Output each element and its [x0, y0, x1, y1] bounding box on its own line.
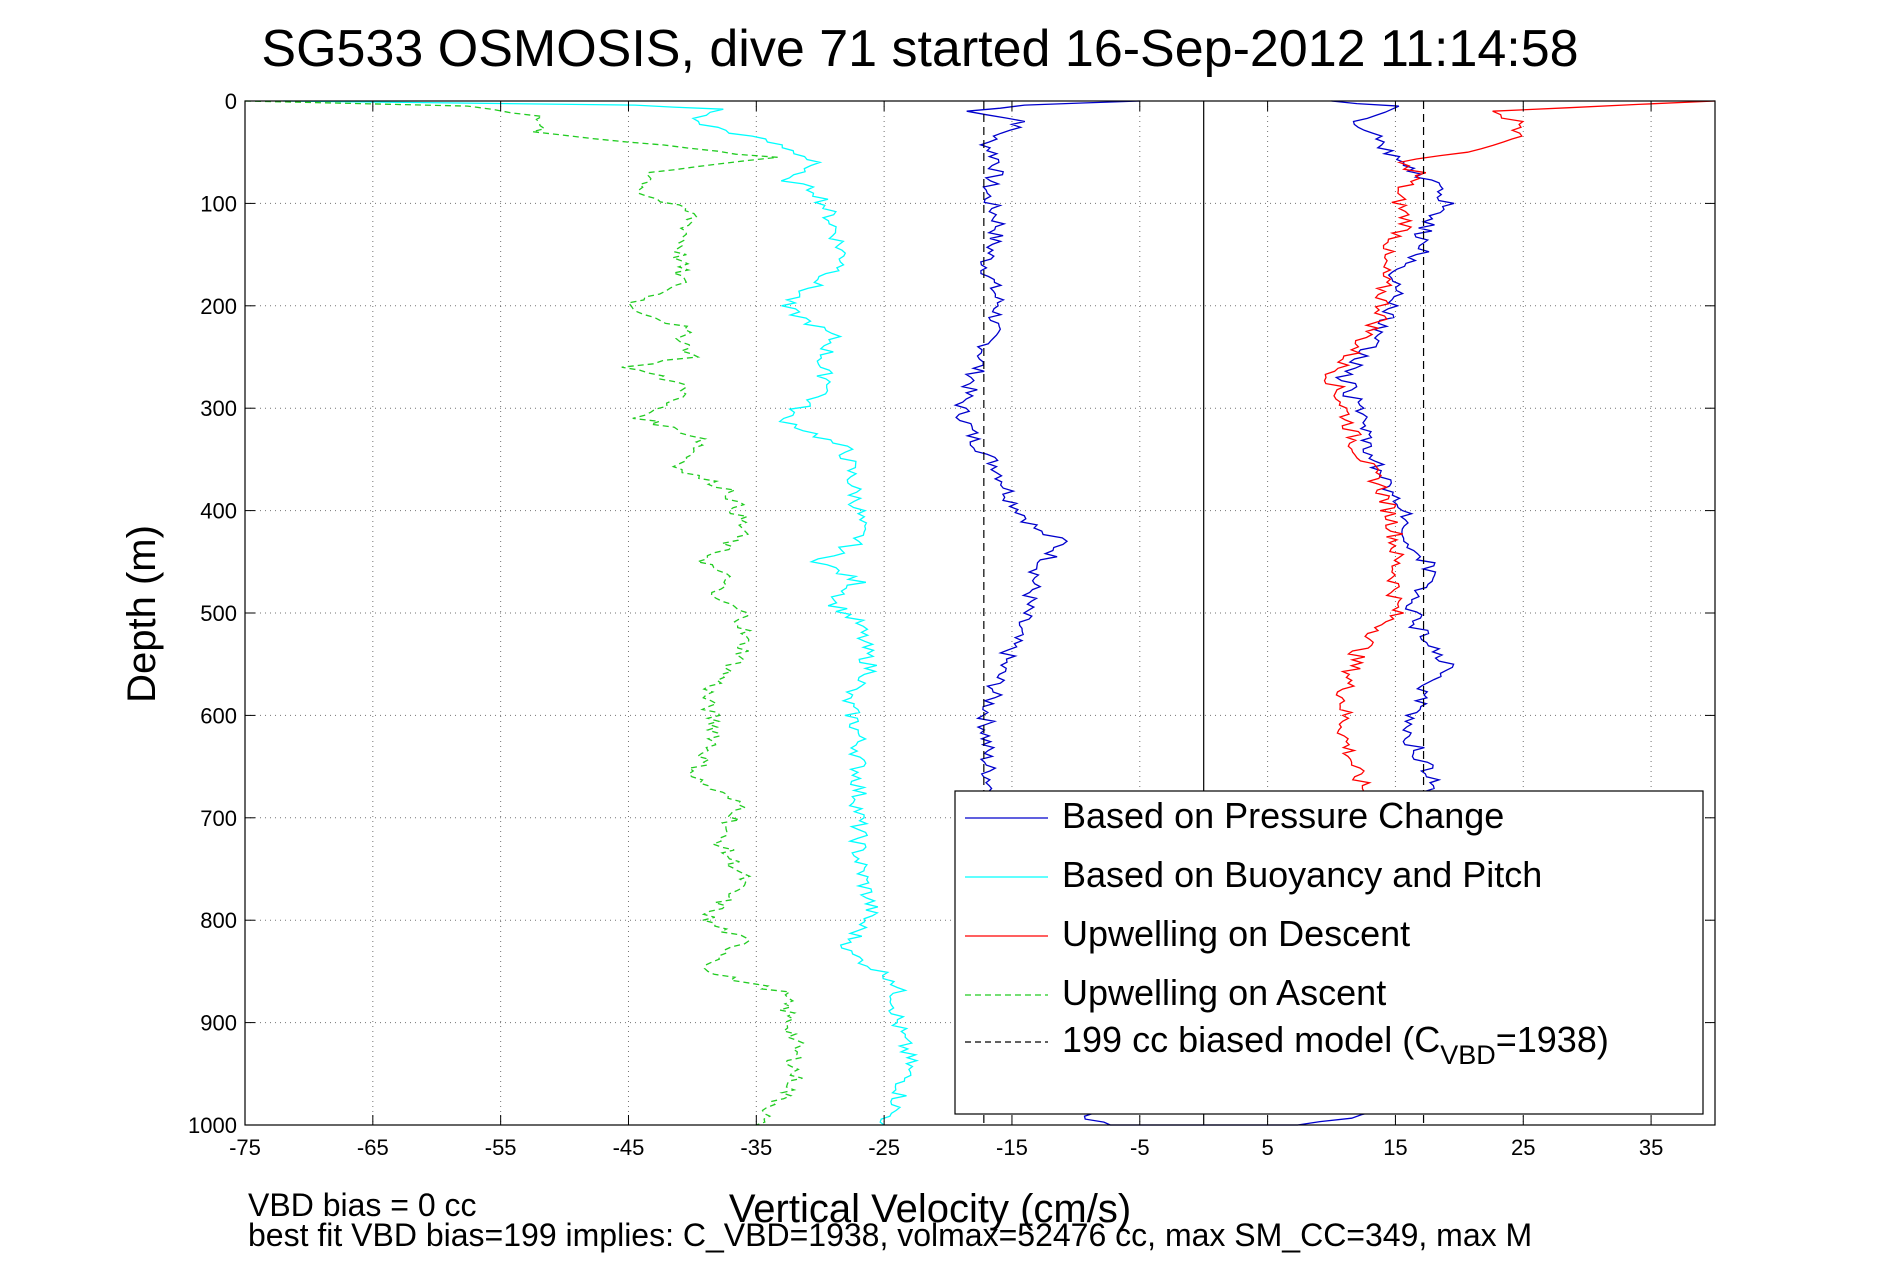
- y-axis-label: Depth (m): [120, 525, 164, 703]
- x-tick-label: 25: [1511, 1135, 1535, 1160]
- x-axis-label: Vertical Velocity (cm/s): [729, 1187, 1131, 1231]
- x-tick-label: 15: [1383, 1135, 1407, 1160]
- y-tick-label: 100: [200, 191, 237, 216]
- x-tick-label: 35: [1639, 1135, 1663, 1160]
- y-tick-label: 500: [200, 601, 237, 626]
- y-tick-label: 200: [200, 294, 237, 319]
- legend-label: Upwelling on Ascent: [1062, 972, 1386, 1013]
- chart-title: SG533 OSMOSIS, dive 71 started 16-Sep-20…: [261, 20, 1578, 78]
- legend: Based on Pressure Change Based on Buoyanc…: [954, 790, 1704, 1115]
- x-tick-label: -65: [357, 1135, 389, 1160]
- legend-label: 199 cc biased model (CVBD=1938): [1062, 1019, 1609, 1070]
- x-tick-label: -55: [485, 1135, 517, 1160]
- x-tick-label: -35: [740, 1135, 772, 1160]
- y-tick-label: 400: [200, 499, 237, 524]
- legend-label: Based on Buoyancy and Pitch: [1062, 854, 1542, 895]
- bias-note: VBD bias = 0 cc: [248, 1187, 477, 1223]
- y-tick-label: 0: [225, 89, 237, 114]
- y-tick-label: 600: [200, 703, 237, 728]
- legend-box: [954, 790, 1704, 1115]
- series-line-1: [283, 100, 920, 1126]
- y-tick-label: 1000: [188, 1113, 237, 1138]
- y-axis-ticks: 0 100 200 300 400 500 600 700 800 900 1000: [188, 89, 1715, 1138]
- x-tick-label: -25: [868, 1135, 900, 1160]
- legend-label: Based on Pressure Change: [1062, 795, 1504, 836]
- x-tick-label: -45: [613, 1135, 645, 1160]
- x-tick-label: -75: [229, 1135, 261, 1160]
- y-tick-label: 800: [200, 908, 237, 933]
- series-line-3: [244, 100, 805, 1126]
- series-line-2: [1323, 100, 1716, 798]
- x-axis-ticks: -75 -65 -55 -45 -35 -25 -15 -5 5 15 25 35: [229, 101, 1663, 1160]
- x-tick-label: -5: [1130, 1135, 1150, 1160]
- x-tick-label: 5: [1261, 1135, 1273, 1160]
- legend-label: Upwelling on Descent: [1062, 913, 1410, 954]
- y-tick-label: 900: [200, 1011, 237, 1036]
- x-tick-label: -15: [996, 1135, 1028, 1160]
- y-tick-label: 700: [200, 806, 237, 831]
- y-tick-label: 300: [200, 396, 237, 421]
- fit-note: best fit VBD bias=199 implies: C_VBD=193…: [248, 1217, 1532, 1253]
